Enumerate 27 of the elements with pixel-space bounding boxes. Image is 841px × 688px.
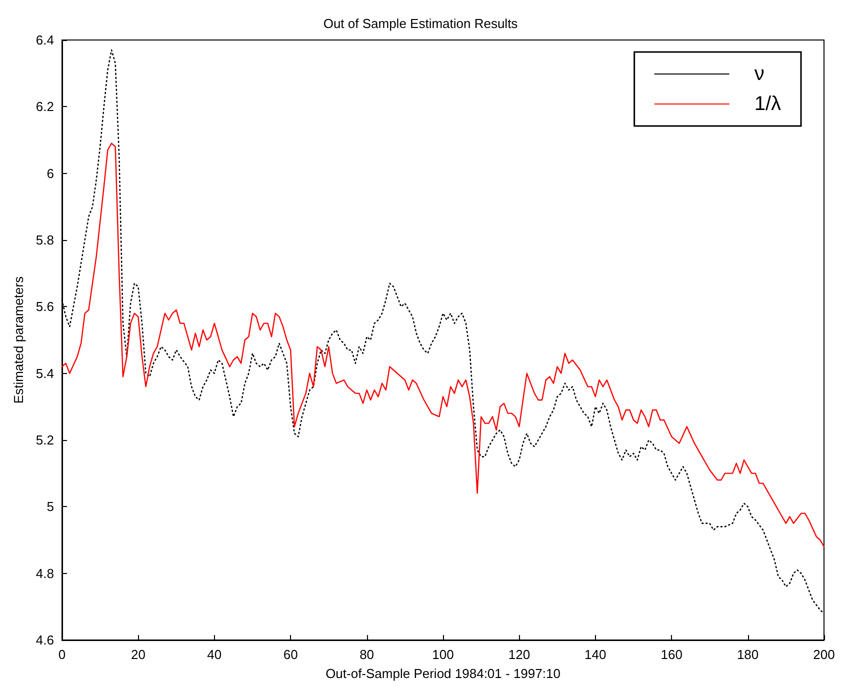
y-tick-label: 5.8 (36, 232, 54, 248)
x-tick-label: 40 (207, 647, 222, 662)
y-tick-label: 5.2 (36, 432, 54, 448)
x-tick-label: 60 (283, 647, 298, 662)
x-tick-label: 120 (508, 647, 530, 662)
x-tick-label: 80 (360, 647, 374, 662)
x-tick-label: 180 (736, 647, 759, 662)
legend-label: 1/λ (754, 93, 782, 115)
x-tick-label: 0 (58, 647, 66, 662)
y-tick-label: 5.4 (36, 366, 54, 381)
x-tick-label: 160 (660, 647, 682, 662)
y-tick-label: 4.6 (36, 632, 54, 648)
chart-title: Out of Sample Estimation Results (323, 16, 518, 31)
x-tick-label: 140 (584, 647, 606, 662)
y-axis-title: Estimated parameters (11, 276, 26, 404)
y-tick-label: 5.6 (36, 299, 54, 314)
y-tick-label: 6 (46, 166, 54, 181)
x-tick-label: 100 (432, 647, 454, 662)
y-tick-label: 4.8 (36, 566, 54, 581)
x-tick-label: 20 (130, 647, 146, 662)
y-tick-label: 5 (46, 499, 54, 514)
x-tick-label: 200 (813, 647, 835, 662)
line-series (61, 142, 825, 548)
legend-label: ν (754, 63, 764, 85)
x-axis-title: Out-of-Sample Period 1984:01 - 1997:10 (326, 666, 560, 681)
y-tick-label: 6.2 (36, 99, 54, 114)
y-tick-label: 6.4 (36, 32, 54, 48)
